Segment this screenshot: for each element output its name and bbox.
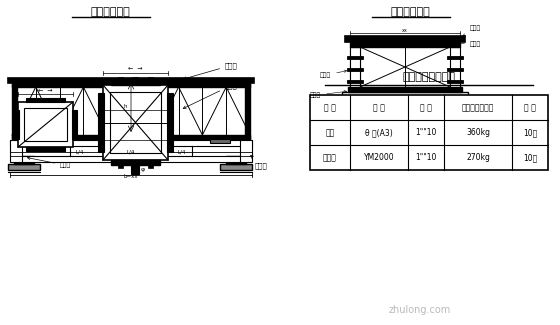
Bar — [348, 87, 462, 92]
Bar — [210, 139, 230, 143]
Text: 上模架: 上模架 — [459, 41, 481, 47]
Text: L/4: L/4 — [76, 150, 84, 154]
Bar — [10, 140, 252, 146]
Bar — [26, 147, 65, 151]
Text: 每个加载点重量: 每个加载点重量 — [462, 103, 494, 112]
Bar — [72, 110, 77, 139]
Bar — [245, 83, 250, 139]
Text: zhulong.com: zhulong.com — [389, 305, 451, 315]
Text: 10个: 10个 — [523, 128, 537, 137]
Bar — [447, 80, 463, 83]
Bar — [32, 139, 52, 143]
Bar — [18, 102, 73, 147]
Bar — [98, 93, 104, 152]
Text: xx: xx — [402, 85, 408, 90]
Bar — [12, 83, 250, 87]
Bar — [148, 165, 153, 168]
Bar — [352, 120, 458, 130]
Bar — [226, 156, 246, 164]
Text: 材 类: 材 类 — [373, 103, 385, 112]
Text: 千斤顶: 千斤顶 — [323, 153, 337, 162]
Bar — [220, 164, 252, 170]
Text: 上钢梁: 上钢梁 — [184, 62, 238, 80]
Bar — [110, 92, 161, 153]
Text: 加载纵断面图: 加载纵断面图 — [390, 7, 430, 17]
Text: 加载横断面图: 加载横断面图 — [90, 7, 130, 17]
Text: 加载点工程数量表: 加载点工程数量表 — [403, 72, 455, 82]
Bar — [12, 83, 17, 139]
Text: θ 钢(A3): θ 钢(A3) — [365, 128, 393, 137]
Text: h: h — [123, 105, 127, 110]
Text: 360kg: 360kg — [466, 128, 490, 137]
Bar — [350, 47, 360, 87]
Bar — [342, 92, 468, 100]
Text: 270kg: 270kg — [466, 153, 490, 162]
Bar — [133, 77, 138, 80]
Bar — [310, 95, 548, 170]
Text: ←  →: ← → — [38, 88, 52, 94]
Text: 编 号: 编 号 — [420, 103, 432, 112]
Bar — [8, 78, 254, 83]
Bar — [240, 140, 252, 162]
Text: 数 量: 数 量 — [524, 103, 536, 112]
Bar — [26, 98, 65, 102]
Bar — [133, 165, 138, 168]
Bar — [14, 156, 34, 164]
Bar — [376, 105, 434, 125]
Bar — [447, 68, 463, 71]
Bar — [131, 164, 139, 174]
Bar — [118, 165, 123, 168]
Bar — [167, 93, 173, 152]
Bar — [350, 47, 360, 87]
Bar — [8, 164, 40, 170]
Text: 钢梁: 钢梁 — [325, 128, 335, 137]
Polygon shape — [352, 100, 458, 130]
Bar — [103, 85, 168, 160]
Text: 下钢梁: 下钢梁 — [251, 155, 268, 169]
Bar — [12, 135, 250, 139]
Text: L/4: L/4 — [127, 150, 135, 154]
Text: 应力架: 应力架 — [320, 70, 347, 78]
Text: L/4: L/4 — [178, 150, 186, 154]
Bar — [14, 110, 19, 139]
Text: 1""10: 1""10 — [416, 128, 437, 137]
Bar — [347, 56, 363, 59]
Bar — [450, 47, 460, 87]
Text: xx: xx — [402, 29, 408, 33]
Bar — [10, 140, 22, 162]
Text: 名 称: 名 称 — [324, 103, 336, 112]
Text: b=xx: b=xx — [124, 175, 138, 179]
Text: 连接钢: 连接钢 — [463, 25, 481, 36]
Bar — [345, 36, 465, 42]
Bar — [111, 80, 160, 85]
Bar — [447, 56, 463, 59]
Bar — [118, 77, 123, 80]
Text: 下模架: 下模架 — [310, 90, 347, 98]
Bar — [111, 160, 160, 165]
Text: φ: φ — [141, 167, 145, 173]
Bar — [24, 108, 67, 141]
Bar — [148, 77, 153, 80]
Text: 支座点: 支座点 — [27, 157, 71, 168]
Text: YM2000: YM2000 — [363, 153, 394, 162]
Bar — [350, 42, 460, 47]
Bar — [20, 156, 242, 162]
Text: 应力架: 应力架 — [183, 82, 238, 109]
Text: 10台: 10台 — [523, 153, 537, 162]
Text: ←  →: ← → — [128, 67, 142, 72]
Text: 1""10: 1""10 — [416, 153, 437, 162]
Bar — [347, 68, 363, 71]
Bar — [347, 80, 363, 83]
